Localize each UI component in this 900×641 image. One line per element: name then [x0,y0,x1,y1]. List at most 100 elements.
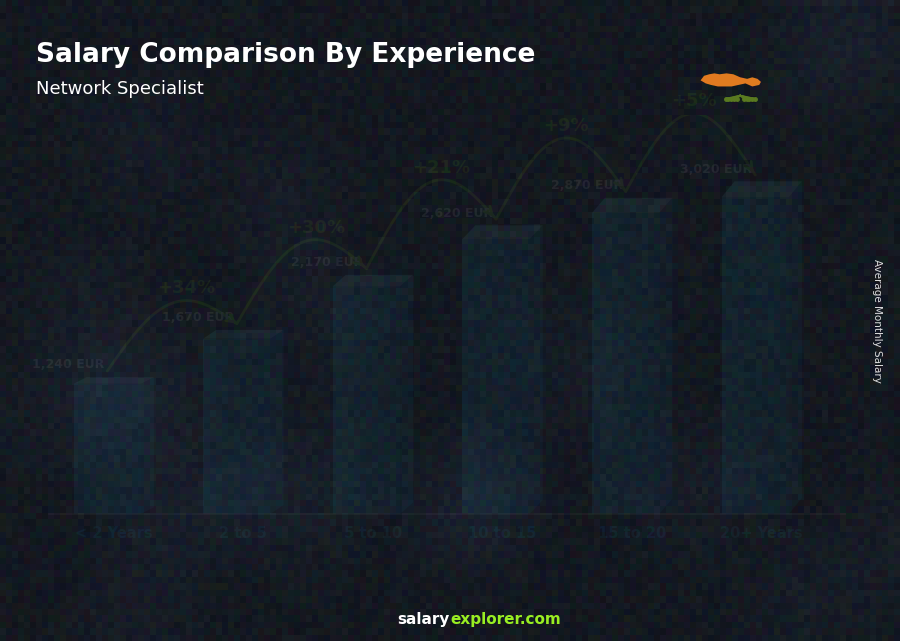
Bar [244,338,246,513]
Bar [774,197,776,513]
Bar [641,213,643,513]
Bar [248,338,250,513]
Bar [596,213,598,513]
Bar [89,384,91,513]
Bar [256,338,257,513]
Bar [479,239,481,513]
Bar [349,287,351,513]
Bar [374,287,375,513]
Bar [136,384,138,513]
Polygon shape [400,275,413,513]
Bar [481,239,482,513]
Bar [212,338,213,513]
Bar [240,338,242,513]
Bar [351,287,353,513]
Bar [608,213,609,513]
Bar [492,239,494,513]
Bar [260,338,262,513]
Bar [648,213,650,513]
Bar [496,239,498,513]
Bar [238,338,240,513]
Bar [87,384,89,513]
Bar [474,239,476,513]
Text: +30%: +30% [287,219,345,237]
Bar [778,197,780,513]
Bar [526,239,528,513]
Bar [740,197,742,513]
Polygon shape [789,181,802,513]
Polygon shape [660,198,672,513]
Text: +9%: +9% [544,117,590,135]
Bar [230,338,232,513]
Bar [617,213,619,513]
Polygon shape [141,378,154,513]
Bar [649,213,651,513]
Bar [213,338,215,513]
Bar [519,239,521,513]
Bar [264,338,266,513]
Bar [233,338,235,513]
Bar [776,197,778,513]
Bar [639,213,641,513]
Text: salary: salary [398,612,450,627]
Bar [610,213,612,513]
Bar [246,338,248,513]
Bar [97,384,99,513]
Bar [232,338,234,513]
Bar [624,213,625,513]
Bar [221,338,223,513]
Bar [619,213,621,513]
Bar [95,384,97,513]
Bar [592,213,594,513]
Bar [494,239,496,513]
Bar [753,197,755,513]
Bar [488,239,490,513]
Bar [515,239,517,513]
Bar [376,287,378,513]
Bar [242,338,244,513]
Text: 3,020 EUR: 3,020 EUR [680,163,752,176]
Bar [119,384,121,513]
Bar [725,197,727,513]
Bar [633,213,634,513]
Bar [210,338,212,513]
Bar [770,197,772,513]
Bar [235,338,237,513]
Bar [644,213,646,513]
Text: < 2 Years: < 2 Years [75,526,153,542]
Bar [392,287,393,513]
Bar [383,287,385,513]
Bar [621,213,623,513]
Bar [762,197,764,513]
Bar [525,239,526,513]
Bar [128,384,130,513]
Text: +5%: +5% [671,92,716,110]
Bar [528,239,530,513]
Polygon shape [333,275,413,287]
Bar [482,239,484,513]
Bar [343,287,345,513]
Text: explorer.com: explorer.com [450,612,561,627]
Text: 2,170 EUR: 2,170 EUR [292,256,364,269]
Bar [77,384,79,513]
Text: 20+ Years: 20+ Years [720,526,803,542]
Bar [368,287,370,513]
Bar [635,213,637,513]
Bar [765,197,767,513]
Text: 2,620 EUR: 2,620 EUR [421,206,493,220]
Bar [262,338,264,513]
Bar [99,384,101,513]
Bar [356,287,358,513]
Bar [366,287,368,513]
Text: 2,870 EUR: 2,870 EUR [551,179,623,192]
Bar [476,239,478,513]
Bar [130,384,131,513]
Bar [466,239,468,513]
Bar [517,239,518,513]
Bar [742,197,743,513]
Bar [378,287,380,513]
Bar [247,338,248,513]
Bar [732,197,733,513]
Bar [382,287,383,513]
Bar [205,338,207,513]
